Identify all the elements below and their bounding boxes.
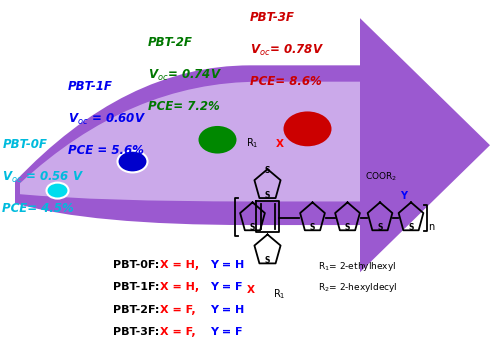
Text: COOR$_2$: COOR$_2$ [365,171,397,183]
Text: PBT-2F: PBT-2F [148,36,192,49]
Text: PBT-2F:: PBT-2F: [112,305,159,315]
Text: PCE= 8.6%: PCE= 8.6% [250,75,322,88]
Text: R$_1$: R$_1$ [246,136,258,150]
Text: S: S [378,223,382,232]
Text: PCE= 7.2%: PCE= 7.2% [148,100,219,113]
Text: S: S [408,223,414,232]
PathPatch shape [20,82,360,201]
Circle shape [118,151,148,172]
Text: S: S [310,223,315,232]
Text: V$_{oc}$ = 0.60V: V$_{oc}$ = 0.60V [68,112,146,127]
Text: X: X [276,139,284,149]
PathPatch shape [15,18,490,272]
Text: PBT-0F: PBT-0F [2,138,48,151]
Text: PBT-1F: PBT-1F [68,80,112,93]
Text: S: S [345,223,350,232]
Text: X = F,: X = F, [160,305,196,315]
Text: n: n [428,222,435,232]
Text: S: S [250,223,255,232]
Text: PCE = 5.6%: PCE = 5.6% [68,144,144,157]
Text: Y = H: Y = H [210,305,244,315]
Circle shape [46,183,68,199]
Text: Y = H: Y = H [210,260,244,270]
Text: X = H,: X = H, [160,260,199,270]
Text: V$_{oc}$= 0.74V: V$_{oc}$= 0.74V [148,68,222,83]
Text: PBT-1F:: PBT-1F: [112,282,159,292]
Text: PBT-3F:: PBT-3F: [112,327,159,337]
Text: Y = F: Y = F [210,282,242,292]
Text: R$_1$= 2-ethylhexyl: R$_1$= 2-ethylhexyl [318,260,396,273]
Text: Y: Y [400,191,407,201]
Circle shape [198,126,236,154]
Text: S: S [265,256,270,265]
Text: S: S [265,191,270,200]
Text: Y = F: Y = F [210,327,242,337]
Text: PCE= 4.5%: PCE= 4.5% [2,202,74,215]
Text: PBT-3F: PBT-3F [250,11,295,24]
Text: X = H,: X = H, [160,282,199,292]
Text: R$_1$: R$_1$ [273,287,285,301]
Text: X = F,: X = F, [160,327,196,337]
Text: PBT-0F:: PBT-0F: [112,260,159,270]
Text: S: S [265,167,270,175]
Text: X: X [247,285,255,295]
Text: R$_2$= 2-hexyldecyl: R$_2$= 2-hexyldecyl [318,281,397,294]
Text: V$_{oc}$= 0.78V: V$_{oc}$= 0.78V [250,43,324,58]
Text: V$_{oc}$ = 0.56 V: V$_{oc}$ = 0.56 V [2,170,84,185]
Circle shape [284,111,332,146]
